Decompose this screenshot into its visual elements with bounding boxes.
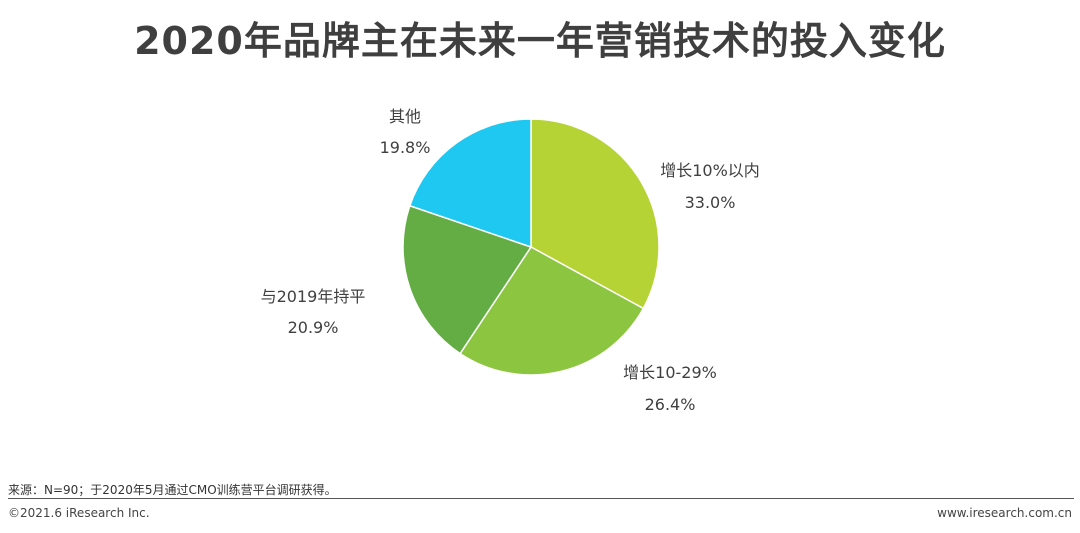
source-note: 来源：N=90；于2020年5月通过CMO训练营平台调研获得。 [8,483,337,497]
pie-labels: 增长10%以内 33.0% 增长10-29% 26.4% 与2019年持平 20.9% 其他… [261,107,760,414]
website-link[interactable]: www.iresearch.com.cn [937,506,1072,520]
page-title: 2020年品牌主在未来一年营销技术的投入变化 [134,19,946,63]
slice-category-label: 其他 [389,107,421,126]
slice-category-label: 增长10%以内 [660,161,760,180]
pie-slice [402,204,533,355]
footer-divider [8,498,1074,499]
slice-value-label: 20.9% [288,318,339,337]
slice-value-label: 33.0% [685,193,736,212]
pie-slice [459,246,645,376]
pie-slice [408,118,532,249]
slice-value-label: 19.8% [380,138,431,157]
slice-value-label: 26.4% [645,395,696,414]
slice-category-label: 增长10-29% [623,363,717,382]
pie-slices [402,118,660,376]
pie-slice [530,118,660,310]
slice-category-label: 与2019年持平 [261,287,366,306]
copyright: ©2021.6 iResearch Inc. [8,506,150,520]
